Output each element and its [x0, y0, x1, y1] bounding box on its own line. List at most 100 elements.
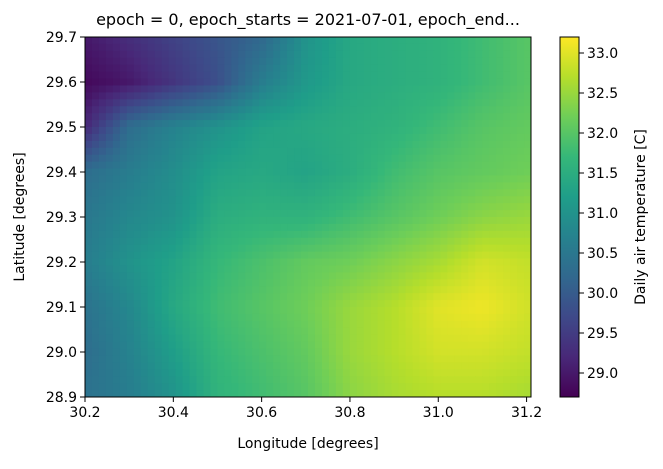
heatmap-cell: [273, 113, 281, 121]
heatmap-cell: [308, 189, 316, 197]
heatmap-cell: [182, 113, 191, 121]
heatmap-cell: [447, 286, 455, 294]
heatmap-cell: [321, 251, 330, 260]
heatmap-cell: [252, 334, 260, 343]
heatmap-cell: [91, 293, 100, 301]
heatmap-cell: [273, 196, 281, 204]
heatmap-cell: [98, 127, 107, 135]
heatmap-cell: [363, 286, 372, 294]
heatmap-cell: [154, 147, 163, 156]
heatmap-cell: [475, 230, 483, 239]
heatmap-cell: [314, 168, 323, 177]
heatmap-cell: [426, 390, 435, 397]
heatmap-cell: [217, 175, 225, 183]
heatmap-cell: [419, 258, 428, 267]
heatmap-cell: [147, 57, 156, 66]
heatmap-cell: [259, 120, 267, 128]
heatmap-cell: [370, 390, 379, 397]
heatmap-cell: [440, 92, 448, 100]
heatmap-cell: [175, 369, 184, 377]
heatmap-cell: [203, 334, 212, 343]
heatmap-cell: [468, 355, 476, 363]
heatmap-cell: [405, 230, 414, 239]
heatmap-cell: [489, 140, 497, 149]
heatmap-cell: [391, 244, 400, 253]
heatmap-cell: [412, 196, 421, 204]
heatmap-cell: [294, 203, 302, 211]
heatmap-cell: [161, 50, 170, 59]
heatmap-cell: [391, 127, 400, 135]
heatmap-cell: [377, 272, 386, 280]
heatmap-cell: [321, 258, 330, 267]
heatmap-cell: [349, 168, 358, 177]
heatmap-cell: [245, 272, 253, 280]
heatmap-cell: [342, 383, 351, 391]
heatmap-cell: [126, 286, 135, 294]
heatmap-cell: [433, 390, 442, 397]
heatmap-cell: [496, 230, 504, 239]
heatmap-cell: [328, 313, 337, 322]
heatmap-cell: [294, 362, 302, 370]
heatmap-cell: [468, 376, 476, 384]
heatmap-cell: [335, 327, 344, 336]
heatmap-cell: [210, 327, 219, 336]
heatmap-cell: [168, 217, 177, 225]
heatmap-cell: [468, 300, 476, 308]
heatmap-cell: [321, 369, 330, 377]
heatmap-cell: [342, 341, 351, 350]
colorbar-tick-label: 29.5: [587, 326, 618, 342]
heatmap-cell: [105, 376, 114, 384]
heatmap-cell: [280, 106, 288, 114]
heatmap-cell: [308, 376, 316, 384]
heatmap-cell: [238, 127, 246, 135]
heatmap-cell: [405, 85, 414, 93]
heatmap-cell: [524, 147, 531, 156]
heatmap-cell: [168, 175, 177, 183]
heatmap-cell: [119, 196, 128, 204]
heatmap-cell: [496, 161, 504, 170]
heatmap-cell: [405, 334, 414, 343]
heatmap-cell: [335, 355, 344, 363]
heatmap-cell: [119, 71, 128, 80]
heatmap-cell: [168, 230, 177, 239]
heatmap-cell: [147, 154, 156, 163]
heatmap-cell: [308, 71, 316, 80]
heatmap-cell: [98, 189, 107, 197]
heatmap-cell: [314, 327, 323, 336]
heatmap-cell: [461, 50, 469, 59]
heatmap-cell: [475, 251, 483, 260]
heatmap-cell: [475, 300, 483, 308]
heatmap-cell: [112, 341, 121, 350]
heatmap-cell: [91, 37, 100, 45]
heatmap-cell: [489, 147, 497, 156]
heatmap-cell: [161, 341, 170, 350]
heatmap-cell: [182, 140, 191, 149]
heatmap-cell: [426, 341, 435, 350]
heatmap-cell: [301, 99, 309, 107]
heatmap-cell: [412, 182, 421, 190]
heatmap-cell: [489, 92, 497, 100]
heatmap-cell: [273, 154, 281, 163]
heatmap-cell: [210, 113, 219, 121]
heatmap-cell: [524, 251, 531, 260]
heatmap-cell: [335, 293, 344, 301]
heatmap-cell: [468, 85, 476, 93]
heatmap-cell: [475, 113, 483, 121]
heatmap-cell: [384, 313, 393, 322]
heatmap-cell: [238, 147, 246, 156]
heatmap-cell: [91, 313, 100, 322]
heatmap-cell: [85, 341, 93, 350]
heatmap-cell: [294, 113, 302, 121]
heatmap-cell: [496, 383, 504, 391]
heatmap-cell: [280, 43, 288, 52]
heatmap-cell: [349, 127, 358, 135]
heatmap-cell: [252, 272, 260, 280]
heatmap-cell: [328, 286, 337, 294]
heatmap-cell: [398, 140, 407, 149]
heatmap-cell: [447, 237, 455, 246]
heatmap-cell: [447, 64, 455, 73]
heatmap-cell: [147, 182, 156, 190]
heatmap-cell: [335, 175, 344, 183]
heatmap-cell: [273, 279, 281, 287]
heatmap-cell: [482, 223, 490, 232]
